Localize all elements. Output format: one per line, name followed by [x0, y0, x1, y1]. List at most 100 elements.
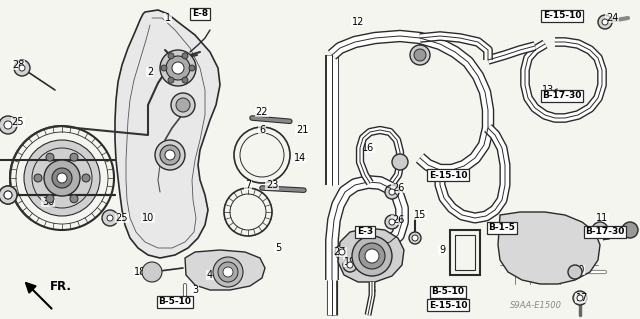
Text: E-15-10: E-15-10: [543, 11, 581, 20]
Text: 25: 25: [12, 117, 24, 127]
Text: 16: 16: [362, 143, 374, 153]
Circle shape: [352, 236, 392, 276]
Circle shape: [4, 121, 12, 129]
Text: B-5-10: B-5-10: [159, 298, 191, 307]
Circle shape: [218, 262, 238, 282]
Text: 30: 30: [42, 197, 54, 207]
Circle shape: [57, 173, 67, 183]
Circle shape: [343, 258, 357, 272]
Text: 27: 27: [333, 247, 346, 257]
Circle shape: [107, 215, 113, 221]
Circle shape: [622, 222, 638, 238]
Circle shape: [189, 65, 195, 71]
Text: E-3: E-3: [357, 227, 373, 236]
Text: 12: 12: [352, 17, 364, 27]
Circle shape: [182, 77, 188, 83]
Circle shape: [160, 145, 180, 165]
Text: 9: 9: [439, 245, 445, 255]
Circle shape: [577, 295, 583, 301]
Text: 13: 13: [542, 85, 554, 95]
Circle shape: [385, 215, 399, 229]
Text: 24: 24: [606, 13, 618, 23]
Polygon shape: [498, 212, 600, 284]
Text: 14: 14: [416, 47, 428, 57]
Circle shape: [347, 262, 353, 268]
Circle shape: [52, 168, 72, 188]
Circle shape: [176, 98, 190, 112]
Text: 19: 19: [344, 257, 356, 267]
Circle shape: [24, 140, 100, 216]
Circle shape: [168, 53, 174, 59]
Text: 29: 29: [394, 157, 406, 167]
Text: E-8: E-8: [192, 10, 208, 19]
Circle shape: [4, 191, 12, 199]
Circle shape: [412, 235, 418, 241]
Circle shape: [389, 189, 395, 195]
Circle shape: [409, 232, 421, 244]
Text: 17: 17: [576, 293, 588, 303]
Circle shape: [168, 77, 174, 83]
Circle shape: [46, 195, 54, 203]
Circle shape: [44, 160, 80, 196]
Text: 10: 10: [142, 213, 154, 223]
Text: 15: 15: [414, 210, 426, 220]
Circle shape: [359, 243, 385, 269]
Circle shape: [19, 65, 25, 71]
Text: 1: 1: [165, 13, 171, 23]
Circle shape: [592, 222, 608, 238]
Text: 28: 28: [12, 60, 24, 70]
Circle shape: [0, 186, 17, 204]
Circle shape: [213, 257, 243, 287]
Text: 2: 2: [147, 67, 153, 77]
Text: E-15-10: E-15-10: [429, 300, 467, 309]
Text: B-1-5: B-1-5: [488, 224, 515, 233]
Circle shape: [172, 62, 184, 74]
Circle shape: [46, 153, 54, 161]
Circle shape: [165, 150, 175, 160]
Text: 25: 25: [116, 213, 128, 223]
Circle shape: [335, 245, 349, 259]
Circle shape: [34, 174, 42, 182]
Circle shape: [70, 153, 78, 161]
Text: 3: 3: [192, 285, 198, 295]
Text: B-5-10: B-5-10: [431, 287, 465, 296]
Circle shape: [160, 50, 196, 86]
Text: 22: 22: [256, 107, 268, 117]
Circle shape: [385, 185, 399, 199]
Text: 21: 21: [296, 125, 308, 135]
Text: 26: 26: [392, 215, 404, 225]
Text: E-15-10: E-15-10: [429, 170, 467, 180]
Text: S9AA-E1500: S9AA-E1500: [510, 300, 562, 309]
Circle shape: [410, 45, 430, 65]
Circle shape: [70, 195, 78, 203]
Circle shape: [392, 154, 408, 170]
Circle shape: [161, 65, 167, 71]
Polygon shape: [185, 250, 265, 290]
Text: 26: 26: [392, 183, 404, 193]
Text: 7: 7: [245, 180, 251, 190]
Circle shape: [4, 191, 12, 199]
Circle shape: [102, 210, 118, 226]
Circle shape: [14, 60, 30, 76]
Circle shape: [339, 249, 345, 255]
Circle shape: [0, 116, 17, 134]
Circle shape: [602, 19, 608, 25]
Text: 5: 5: [275, 243, 281, 253]
Text: 18: 18: [134, 267, 146, 277]
Circle shape: [182, 53, 188, 59]
Text: 20: 20: [572, 265, 584, 275]
Text: 11: 11: [596, 213, 608, 223]
Circle shape: [171, 93, 195, 117]
Circle shape: [0, 186, 17, 204]
Circle shape: [166, 56, 190, 80]
Text: 8: 8: [369, 285, 375, 295]
Circle shape: [142, 262, 162, 282]
Circle shape: [365, 249, 379, 263]
Text: 14: 14: [294, 153, 306, 163]
Text: 23: 23: [266, 180, 278, 190]
Polygon shape: [338, 228, 404, 282]
Circle shape: [389, 219, 395, 225]
Polygon shape: [115, 10, 220, 258]
Text: 4: 4: [207, 270, 213, 280]
Text: B-17-30: B-17-30: [542, 92, 582, 100]
